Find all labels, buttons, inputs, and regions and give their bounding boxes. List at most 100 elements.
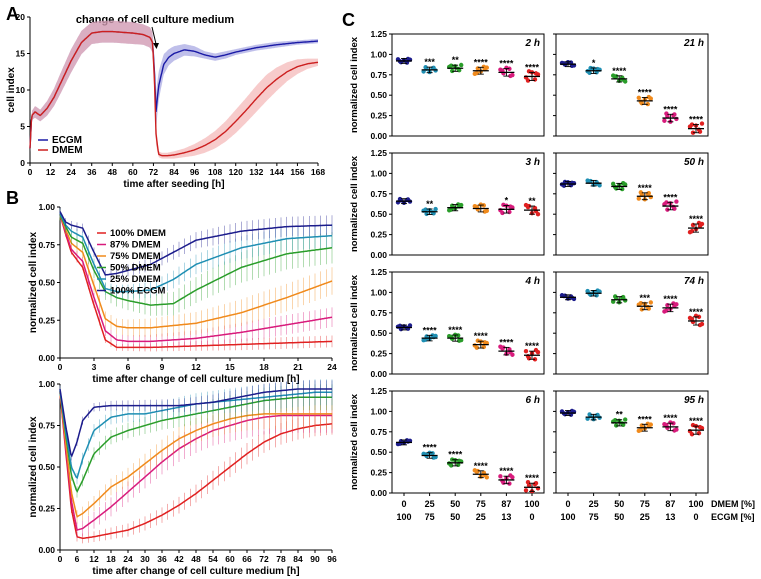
chart-c-point <box>613 184 618 190</box>
chart-c-point <box>459 62 464 68</box>
chart-b-bottom-y-tick-label: 0.50 <box>38 462 55 472</box>
chart-c-significance: **** <box>499 59 514 69</box>
chart-c-significance: **** <box>448 325 463 335</box>
chart-b-bottom-x-tick-label: 30 <box>140 554 150 564</box>
chart-c-point <box>498 474 503 479</box>
chart-a-x-tick-label: 96 <box>190 167 200 177</box>
chart-c-dmem-axis-title: DMEM [%] <box>711 499 755 509</box>
chart-a-x-tick-label: 72 <box>149 167 159 177</box>
chart-c-y-tick-label: 1.00 <box>370 287 387 297</box>
chart-c-point <box>621 77 626 82</box>
chart-c-point <box>697 129 703 134</box>
chart-c-y-tick-label: 0.50 <box>370 209 387 219</box>
chart-c-y-tick-label: 1.25 <box>370 29 387 39</box>
chart-b-bottom-x-tick-label: 84 <box>293 554 303 564</box>
chart-c-point <box>456 333 461 338</box>
chart-c-dmem-label: 100 <box>524 499 539 509</box>
chart-b-bottom-x-tick-label: 78 <box>276 554 286 564</box>
chart-b-bottom-x-tick-label: 48 <box>191 554 201 564</box>
chart-c-significance: **** <box>448 450 463 460</box>
chart-c-point <box>525 78 531 83</box>
chart-c-y-tick-label: 0.50 <box>370 447 387 457</box>
chart-c-point <box>523 488 529 493</box>
chart-c: 2 h 0.00 0.25 0.50 0.75 1.00 1.25 normalized ce… <box>349 29 755 522</box>
chart-b-bottom-x-tick-label: 72 <box>259 554 269 564</box>
panel-label-b: B <box>6 188 19 208</box>
chart-b-bottom-x-tick-label: 0 <box>58 554 63 564</box>
chart-a-y-tick-label: 0 <box>20 158 25 168</box>
chart-c-significance: **** <box>525 62 540 72</box>
chart-b-top-y-tick-label: 0.25 <box>38 315 55 325</box>
chart-c-point <box>450 68 455 74</box>
chart-c-significance: **** <box>663 104 678 114</box>
chart-c-significance: **** <box>638 183 653 193</box>
chart-c-panel-time: 4 h <box>525 276 540 287</box>
chart-c-point <box>672 112 677 117</box>
chart-c-significance: **** <box>499 337 514 347</box>
chart-b-top-y-tick-label: 1.00 <box>38 202 55 212</box>
chart-c-dmem-label: 87 <box>501 499 511 509</box>
chart-c-point <box>636 196 641 201</box>
chart-c-point <box>648 300 653 305</box>
chart-b-bottom-y-tick-label: 0.00 <box>38 545 55 555</box>
chart-c-point <box>696 431 702 436</box>
chart-c-y-label: normalized cell index <box>349 393 360 490</box>
chart-b-top-x-tick-label: 0 <box>58 362 63 372</box>
chart-c-y-tick-label: 0.75 <box>370 189 387 199</box>
chart-c-significance: **** <box>423 325 438 335</box>
annotation-arrowhead <box>153 43 159 49</box>
chart-c-point <box>662 118 667 123</box>
chart-b-bottom-x-tick-label: 96 <box>327 554 337 564</box>
chart-c-panel-time: 21 h <box>683 38 704 49</box>
chart-c-ecgm-label: 50 <box>450 512 460 522</box>
chart-c-panel-time: 6 h <box>526 395 540 406</box>
chart-c-ecgm-axis-title: ECGM [%] <box>711 512 755 522</box>
chart-c-point <box>595 288 600 293</box>
chart-b-bottom-y-label: normalized cell index <box>28 416 39 518</box>
chart-c-y-tick-label: 1.25 <box>370 386 387 396</box>
chart-b-bottom-x-tick-label: 60 <box>225 554 235 564</box>
chart-c-dmem-label: 50 <box>450 499 460 509</box>
chart-c-point <box>621 180 626 186</box>
chart-c-y-tick-label: 0.25 <box>370 230 387 240</box>
chart-c-significance: * <box>592 58 596 68</box>
chart-c-point <box>672 428 677 433</box>
chart-b-top-x-label: time after change of cell culture medium… <box>92 374 299 385</box>
chart-a-y-tick-label: 15 <box>16 49 26 59</box>
chart-a: change of cell culture medium 0 12 24 36 48 6… <box>6 12 325 190</box>
chart-c-panel-time: 74 h <box>684 276 704 287</box>
chart-c-point <box>664 422 669 428</box>
chart-a-legend-label: ECGM <box>52 135 82 146</box>
chart-c-significance: **** <box>474 461 489 471</box>
chart-c-point <box>611 299 616 304</box>
chart-c-point <box>433 206 438 212</box>
chart-c-ecgm-label: 0 <box>693 512 698 522</box>
chart-c-dmem-label: 87 <box>665 499 675 509</box>
chart-c-point <box>646 94 651 100</box>
chart-b-bottom-x-tick-label: 66 <box>242 554 252 564</box>
chart-b-top-y-tick-label: 0.00 <box>38 353 55 363</box>
chart-c-y-tick-label: 1.00 <box>370 49 387 59</box>
chart-c-significance: ** <box>616 410 624 420</box>
chart-c-significance: ** <box>452 55 460 65</box>
chart-c-point <box>457 338 462 343</box>
chart-c-panel-frame <box>555 390 709 494</box>
chart-c-point <box>621 294 626 300</box>
chart-c-point <box>397 196 403 202</box>
chart-c-ecgm-label: 100 <box>560 512 575 522</box>
chart-b-top-legend-label: 75% DMEM <box>110 251 161 262</box>
chart-c-point <box>699 121 705 126</box>
chart-c-point <box>423 65 428 70</box>
chart-c-significance: ** <box>426 199 434 209</box>
chart-c-point <box>449 63 454 68</box>
chart-c-panel-time: 2 h <box>525 38 540 49</box>
chart-c-significance: **** <box>689 416 704 426</box>
chart-b-bottom-line <box>59 392 332 518</box>
chart-c-dmem-label: 75 <box>640 499 650 509</box>
chart-c-significance: **** <box>663 413 678 423</box>
chart-c-y-tick-label: 0.25 <box>370 349 387 359</box>
chart-b-top-y-tick-label: 0.75 <box>38 240 55 250</box>
chart-a-x-tick-label: 120 <box>229 167 243 177</box>
chart-b-top-line <box>59 211 333 276</box>
chart-c-point <box>664 200 669 205</box>
